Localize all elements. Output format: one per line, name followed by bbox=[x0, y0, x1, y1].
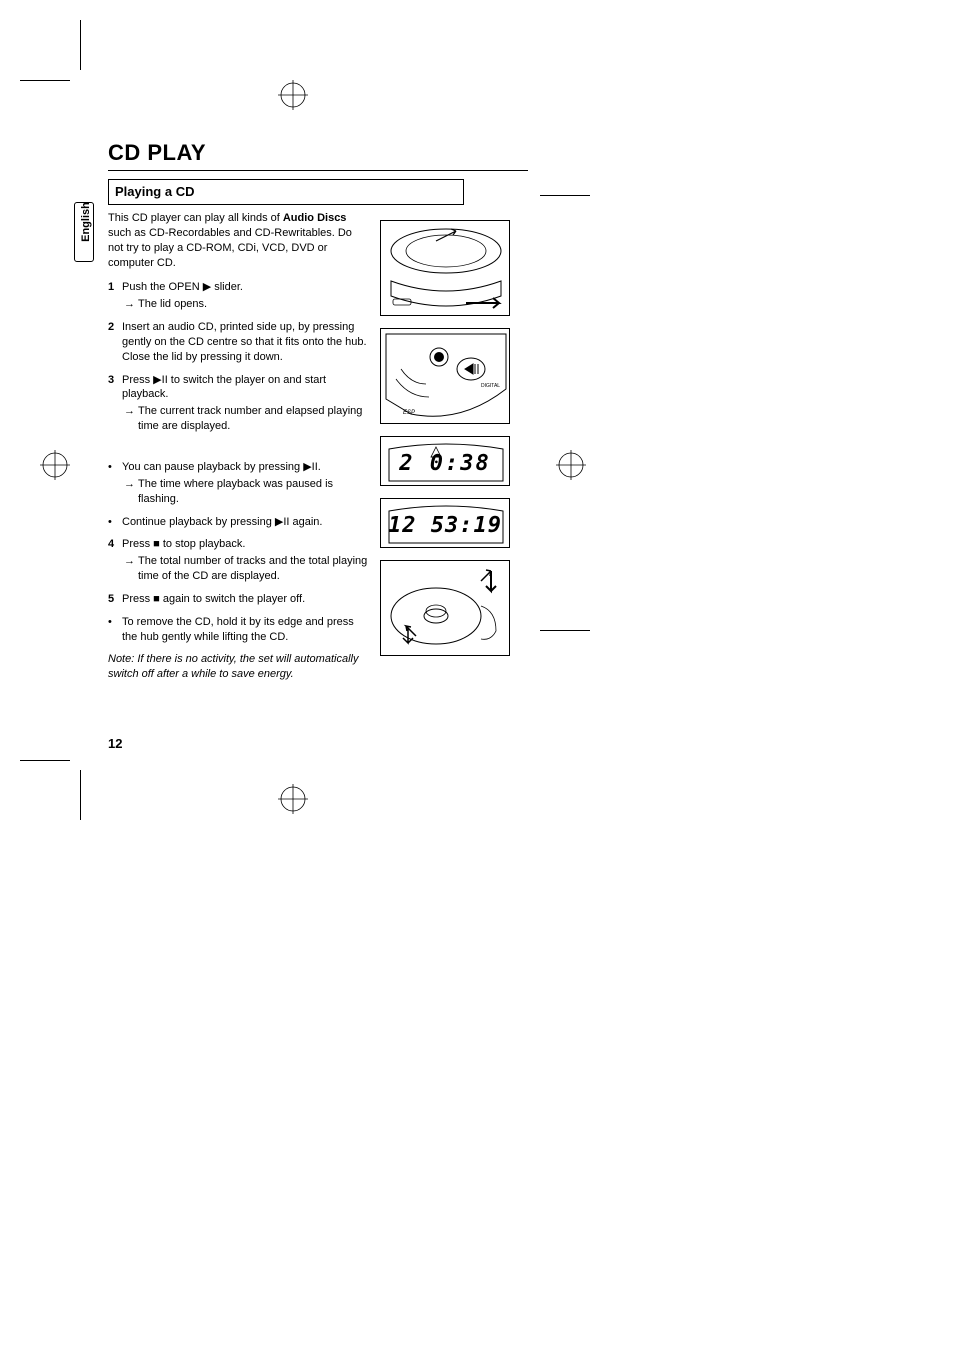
registration-mark bbox=[278, 784, 308, 814]
bullet-text: You can pause playback by pressing ▶II. bbox=[122, 461, 321, 473]
page-content: English CD PLAY Playing a CD This CD pla… bbox=[108, 140, 528, 682]
step-number: 5 bbox=[108, 592, 122, 607]
step-number: 1 bbox=[108, 280, 122, 312]
bullet-text: Continue playback by pressing ▶II again. bbox=[122, 516, 322, 528]
svg-text:ESP: ESP bbox=[403, 410, 415, 416]
page-title: CD PLAY bbox=[108, 140, 206, 165]
title-row: CD PLAY bbox=[108, 140, 528, 171]
arrow-icon: → bbox=[122, 477, 138, 507]
registration-mark bbox=[278, 80, 308, 110]
arrow-icon: → bbox=[122, 404, 138, 434]
arrow-icon: → bbox=[122, 297, 138, 312]
step-text: Press ■ to stop playback. bbox=[122, 538, 245, 550]
note-text: If there is no activity, the set will au… bbox=[108, 653, 358, 680]
arrow-icon: → bbox=[122, 554, 138, 584]
step-sub: The lid opens. bbox=[138, 297, 368, 312]
crop-mark bbox=[20, 760, 70, 761]
step-text: Press ■ again to switch the player off. bbox=[122, 593, 305, 605]
step-sub: The total number of tracks and the total… bbox=[138, 554, 368, 584]
step-3: 3 Press ▶II to switch the player on and … bbox=[108, 373, 368, 434]
step-text: Insert an audio CD, printed side up, by … bbox=[122, 321, 367, 363]
page-number: 12 bbox=[108, 736, 122, 751]
step-text: Push the OPEN ▶ slider. bbox=[122, 281, 243, 293]
bullet-icon: • bbox=[108, 515, 122, 530]
step-text: Press ▶II to switch the player on and st… bbox=[122, 374, 326, 401]
bullet-pause: • You can pause playback by pressing ▶II… bbox=[108, 460, 368, 507]
crop-mark bbox=[20, 80, 70, 81]
crop-mark bbox=[540, 195, 590, 196]
bullet-icon: • bbox=[108, 460, 122, 507]
lcd-track-time: 2 0:38 bbox=[381, 451, 509, 476]
subheading: Playing a CD bbox=[115, 184, 194, 199]
note: Note: If there is no activity, the set w… bbox=[108, 652, 368, 682]
body-text: This CD player can play all kinds of Aud… bbox=[108, 211, 368, 682]
step-5: 5 Press ■ again to switch the player off… bbox=[108, 592, 368, 607]
crop-mark bbox=[80, 770, 81, 820]
crop-mark bbox=[80, 20, 81, 70]
step-1: 1 Push the OPEN ▶ slider. →The lid opens… bbox=[108, 280, 368, 312]
bullet-remove: • To remove the CD, hold it by its edge … bbox=[108, 615, 368, 645]
language-label: English bbox=[80, 192, 92, 252]
illustration-column: ESP DIGITAL 2 0:38 12 53:19 bbox=[380, 220, 510, 668]
step-number: 3 bbox=[108, 373, 122, 434]
bullet-icon: • bbox=[108, 615, 122, 645]
illustration-lcd-total: 12 53:19 bbox=[380, 498, 510, 548]
svg-text:DIGITAL: DIGITAL bbox=[481, 383, 500, 389]
illustration-lcd-track: 2 0:38 bbox=[380, 436, 510, 486]
intro-paragraph: This CD player can play all kinds of Aud… bbox=[108, 211, 368, 270]
lcd-total-time: 12 53:19 bbox=[381, 513, 509, 538]
intro-post: such as CD-Recordables and CD-Rewritable… bbox=[108, 227, 352, 269]
intro-bold: Audio Discs bbox=[283, 212, 347, 224]
bullet-sub: The time where playback was paused is fl… bbox=[138, 477, 368, 507]
illustration-buttons: ESP DIGITAL bbox=[380, 328, 510, 424]
step-number: 4 bbox=[108, 537, 122, 584]
step-sub: The current track number and elapsed pla… bbox=[138, 404, 368, 434]
bullet-text: To remove the CD, hold it by its edge an… bbox=[122, 616, 354, 643]
step-number: 2 bbox=[108, 320, 122, 365]
crop-mark bbox=[540, 630, 590, 631]
bullet-continue: • Continue playback by pressing ▶II agai… bbox=[108, 515, 368, 530]
step-2: 2 Insert an audio CD, printed side up, b… bbox=[108, 320, 368, 365]
intro-pre: This CD player can play all kinds of bbox=[108, 212, 283, 224]
illustration-remove-cd bbox=[380, 560, 510, 656]
registration-mark bbox=[40, 450, 70, 480]
registration-mark bbox=[556, 450, 586, 480]
illustration-open-lid bbox=[380, 220, 510, 316]
step-4: 4 Press ■ to stop playback. →The total n… bbox=[108, 537, 368, 584]
subheading-box: Playing a CD bbox=[108, 179, 464, 205]
note-label: Note: bbox=[108, 653, 134, 665]
